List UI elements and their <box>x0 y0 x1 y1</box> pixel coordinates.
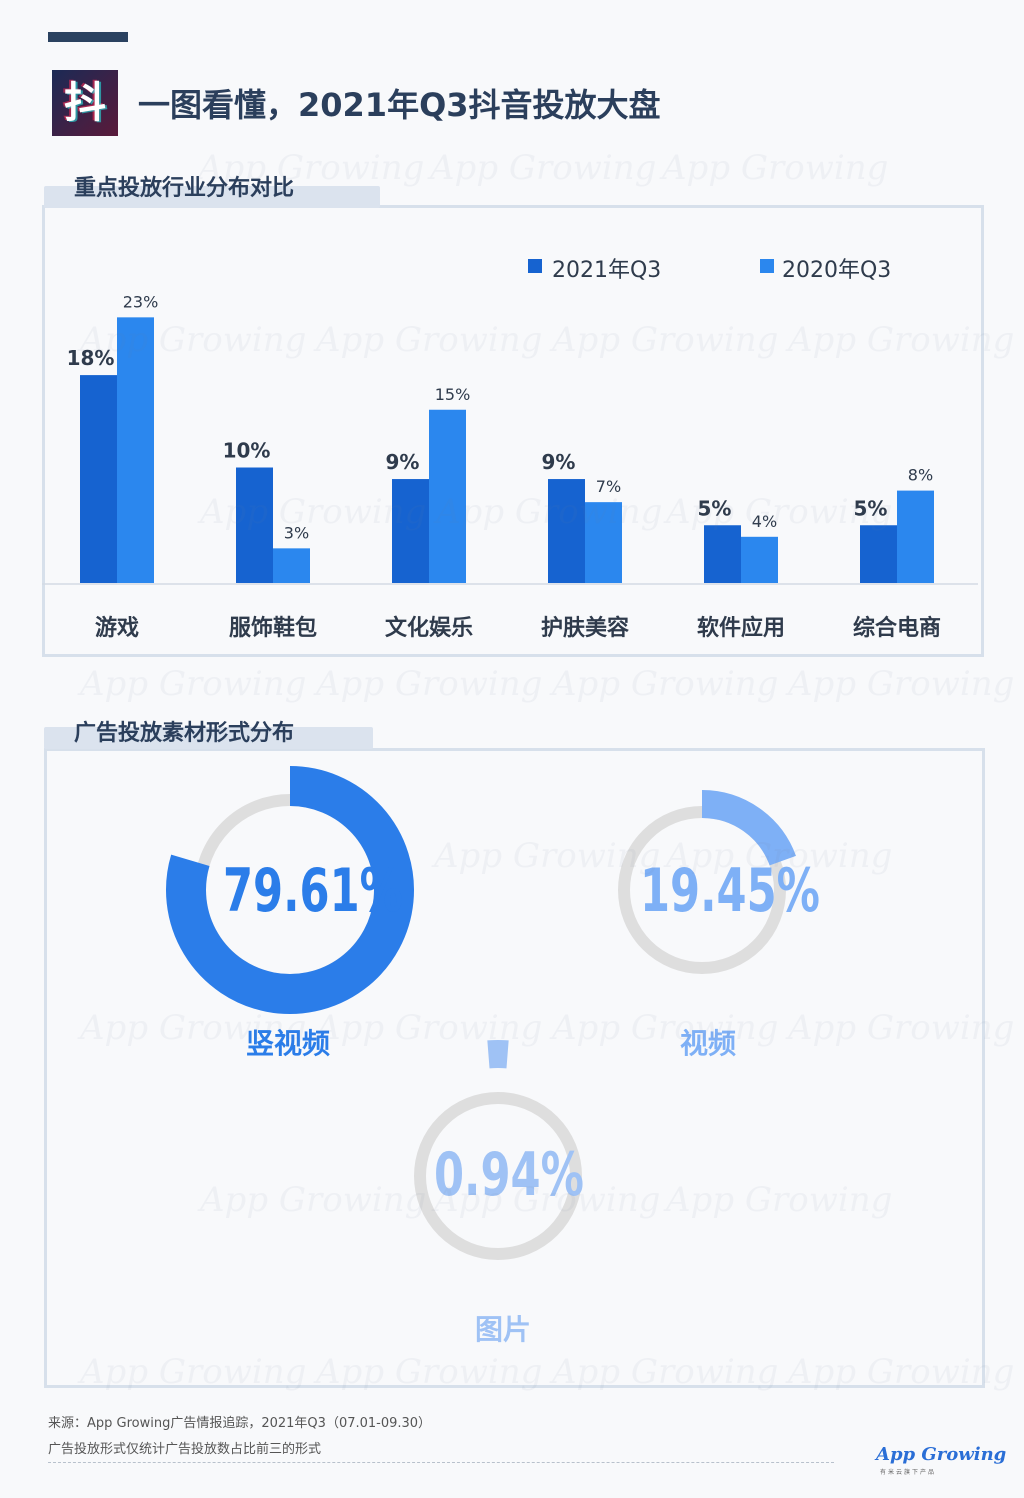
category-label-1: 服饰鞋包 <box>228 616 317 641</box>
bar-2020-1 <box>273 548 310 583</box>
bar-2020-5 <box>897 490 934 583</box>
vertical-video-label: 竖视频 <box>245 1027 330 1060</box>
category-label-0: 游戏 <box>94 616 139 641</box>
industry-bar-chart: 18% 23% 10% 3% 9% 15% 9% 7% 5% 4% 5% 8% <box>42 292 978 585</box>
bar-label-2021-4: 5% <box>698 496 732 520</box>
bar-2020-3 <box>585 502 622 583</box>
bar-2021-2 <box>392 479 429 583</box>
bar-label-2020-4: 4% <box>752 512 777 531</box>
bar-2021-3 <box>548 479 585 583</box>
bar-label-2020-5: 8% <box>908 466 933 485</box>
bar-label-2021-5: 5% <box>854 496 888 520</box>
video-label: 视频 <box>679 1027 736 1060</box>
image-percent: 0.94% <box>434 1140 584 1210</box>
category-label-3: 护肤美容 <box>540 616 629 641</box>
category-label-4: 软件应用 <box>696 616 785 641</box>
bar-2020-2 <box>429 409 466 583</box>
legend-label-2020: 2020年Q3 <box>782 258 892 283</box>
section-industry-title: 重点投放行业分布对比 <box>44 178 380 208</box>
bar-2021-0 <box>80 375 117 583</box>
bar-label-2020-3: 7% <box>596 477 621 496</box>
logo-glyph-red: 抖 <box>61 77 104 126</box>
image-label: 图片 <box>474 1313 531 1346</box>
donut-arc-1 <box>701 790 796 866</box>
video-percent: 19.45% <box>640 856 820 926</box>
bar-2020-0 <box>117 317 154 583</box>
bar-label-2021-2: 9% <box>386 450 420 474</box>
footer-note: 广告投放形式仅统计广告投放数占比前三的形式 <box>48 1442 322 1457</box>
bar-label-2020-1: 3% <box>284 523 309 542</box>
format-donut-charts <box>166 766 796 1260</box>
bar-label-2020-0: 23% <box>123 292 159 311</box>
industry-chart-panel <box>42 205 984 657</box>
logo-glyph-cyan: 抖 <box>65 79 108 128</box>
bar-2020-4 <box>741 536 778 583</box>
appgrowing-logo: App Growing <box>876 1444 1007 1465</box>
page-title: 一图看懂，2021年Q3抖音投放大盘 <box>138 86 661 124</box>
section-format-title: 广告投放素材形式分布 <box>44 721 373 749</box>
bar-label-2021-0: 18% <box>67 346 115 370</box>
logo-glyph: 抖 <box>63 78 106 127</box>
bar-2021-5 <box>860 525 897 583</box>
bar-2021-1 <box>236 467 273 583</box>
top-accent-bar <box>48 32 128 42</box>
category-label-5: 综合电商 <box>852 616 941 641</box>
donut-arc-0 <box>166 766 414 1014</box>
douyin-logo: 抖 抖 抖 <box>52 70 118 136</box>
legend-label-2021: 2021年Q3 <box>552 258 662 283</box>
legend-swatch-2021 <box>528 259 542 273</box>
legend-swatch-2020 <box>760 259 774 273</box>
footer-source: 来源：App Growing广告情报追踪，2021年Q3（07.01-09.30… <box>48 1416 432 1431</box>
category-label-2: 文化娱乐 <box>384 616 473 641</box>
footer-divider <box>48 1462 834 1463</box>
donut-track-2 <box>414 1092 582 1260</box>
bar-2021-4 <box>704 525 741 583</box>
bar-label-2020-2: 15% <box>435 385 471 404</box>
section-format-title-text: 广告投放素材形式分布 <box>74 721 295 746</box>
bar-label-2021-3: 9% <box>542 450 576 474</box>
appgrowing-subtitle: 有米云旗下产品 <box>880 1469 937 1476</box>
bar-label-2021-1: 10% <box>223 439 271 463</box>
section-industry-title-text: 重点投放行业分布对比 <box>74 176 295 201</box>
vertical-video-percent: 79.61% <box>223 856 403 926</box>
